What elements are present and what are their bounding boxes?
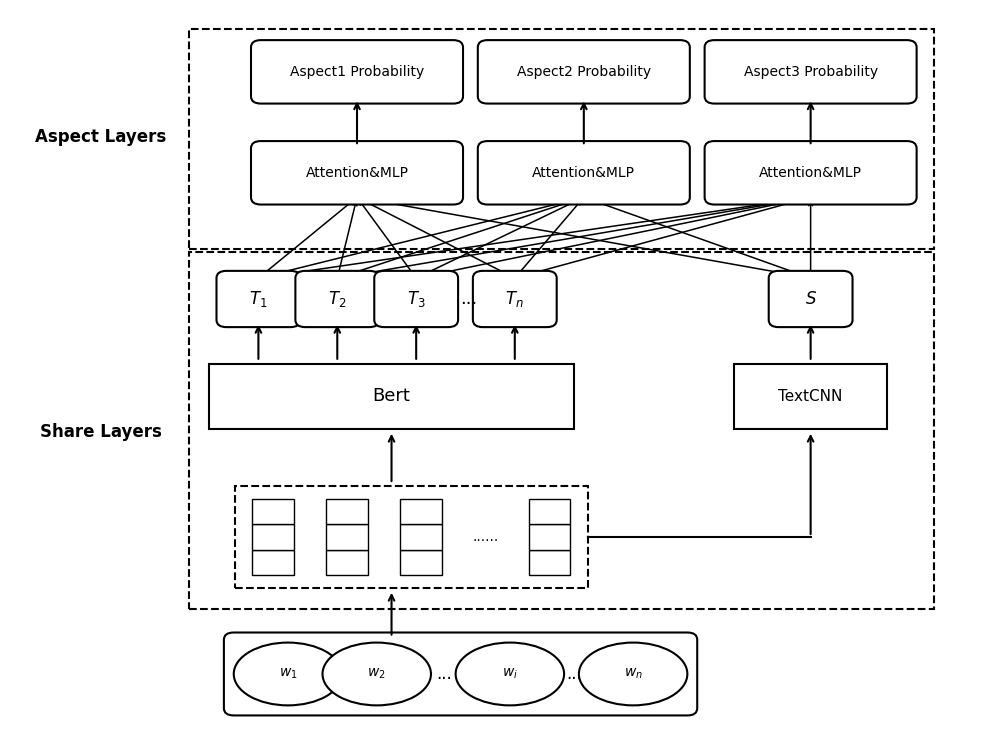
Text: $T_1$: $T_1$ — [249, 289, 268, 309]
FancyBboxPatch shape — [216, 271, 300, 327]
Text: ...: ... — [566, 665, 582, 683]
Text: Aspect2 Probability: Aspect2 Probability — [517, 65, 651, 79]
Ellipse shape — [322, 642, 431, 706]
Text: $T_3$: $T_3$ — [407, 289, 426, 309]
Bar — [400, 524, 442, 550]
Bar — [189, 252, 934, 609]
Text: ...: ... — [460, 290, 477, 308]
Text: Attention&MLP: Attention&MLP — [306, 166, 409, 180]
Text: Aspect1 Probability: Aspect1 Probability — [290, 65, 424, 79]
Bar — [189, 29, 934, 248]
Text: $w_n$: $w_n$ — [624, 667, 643, 681]
FancyBboxPatch shape — [769, 271, 853, 327]
FancyBboxPatch shape — [251, 141, 463, 204]
Bar — [235, 486, 588, 588]
Text: $S$: $S$ — [805, 290, 817, 308]
Bar — [326, 550, 368, 575]
Bar — [400, 499, 442, 524]
Text: ......: ...... — [472, 530, 498, 544]
Text: Aspect3 Probability: Aspect3 Probability — [744, 65, 878, 79]
FancyBboxPatch shape — [374, 271, 458, 327]
Bar — [529, 524, 570, 550]
Bar — [252, 499, 294, 524]
Bar — [529, 499, 570, 524]
FancyBboxPatch shape — [705, 141, 917, 204]
Bar — [400, 550, 442, 575]
Bar — [209, 364, 574, 429]
FancyBboxPatch shape — [473, 271, 557, 327]
Text: Bert: Bert — [373, 387, 410, 405]
Text: ...: ... — [436, 665, 452, 683]
Text: $T_2$: $T_2$ — [328, 289, 346, 309]
FancyBboxPatch shape — [478, 40, 690, 104]
Text: Attention&MLP: Attention&MLP — [532, 166, 635, 180]
Text: $w_2$: $w_2$ — [367, 667, 386, 681]
Text: Share Layers: Share Layers — [40, 423, 162, 442]
Text: TextCNN: TextCNN — [778, 389, 843, 404]
FancyBboxPatch shape — [295, 271, 379, 327]
Text: Attention&MLP: Attention&MLP — [759, 166, 862, 180]
Ellipse shape — [234, 642, 342, 706]
Text: $T_n$: $T_n$ — [505, 289, 524, 309]
Text: $w_1$: $w_1$ — [279, 667, 297, 681]
Ellipse shape — [456, 642, 564, 706]
FancyBboxPatch shape — [224, 633, 697, 715]
Bar — [734, 364, 887, 429]
Bar — [529, 550, 570, 575]
Bar — [326, 524, 368, 550]
FancyBboxPatch shape — [251, 40, 463, 104]
Bar — [326, 499, 368, 524]
Bar — [252, 550, 294, 575]
Ellipse shape — [579, 642, 687, 706]
FancyBboxPatch shape — [478, 141, 690, 204]
Text: Aspect Layers: Aspect Layers — [35, 128, 166, 146]
FancyBboxPatch shape — [705, 40, 917, 104]
Bar — [252, 524, 294, 550]
Text: $w_i$: $w_i$ — [502, 667, 518, 681]
